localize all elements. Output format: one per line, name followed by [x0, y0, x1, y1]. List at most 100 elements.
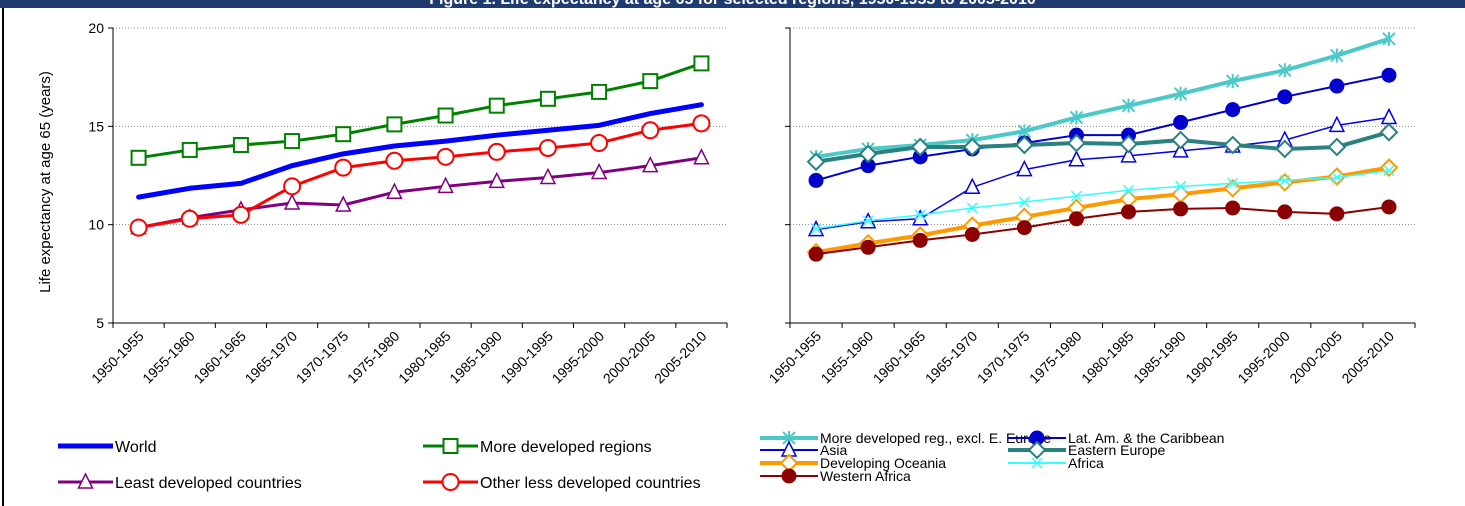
legend-label: Developing Oceania	[820, 455, 946, 471]
series-least-developed-countries	[130, 148, 710, 235]
data-point	[914, 209, 926, 221]
data-point	[437, 176, 454, 194]
x-tick-label: 1985-1990	[1130, 328, 1189, 387]
data-point	[1016, 159, 1033, 177]
legend-label: Least developed countries	[115, 475, 302, 492]
data-point	[591, 83, 608, 100]
data-point	[1382, 31, 1396, 46]
grid-lines	[790, 27, 1415, 226]
data-point	[1175, 180, 1187, 192]
data-point	[590, 162, 608, 180]
data-point	[283, 193, 301, 210]
data-point	[964, 177, 981, 195]
data-point	[1120, 146, 1137, 163]
data-point	[334, 158, 353, 177]
data-point	[962, 137, 982, 157]
data-point	[1226, 74, 1240, 89]
x-tick-label: 2005-2010	[651, 328, 710, 387]
series-africa	[810, 165, 1395, 235]
data-point	[1171, 130, 1191, 150]
y-tick-label: 20	[88, 20, 104, 36]
x-tick-label: 2000-2005	[600, 328, 659, 387]
x-tick-label: 1985-1990	[446, 328, 505, 387]
series-line	[815, 205, 1390, 256]
legend: World More developed regions Least develop…	[58, 438, 701, 492]
legend-swatch-marker	[1031, 457, 1043, 469]
data-point	[910, 137, 930, 157]
data-point	[808, 172, 824, 188]
x-tick-label: 1950-1955	[88, 328, 147, 387]
data-point	[232, 137, 249, 154]
data-point	[1119, 134, 1138, 154]
figure-title: Figure 1. Life expectancy at age 65 for …	[0, 0, 1465, 8]
legend-label: Lat. Am. & the Caribbean	[1068, 430, 1224, 446]
series-group	[806, 31, 1399, 262]
data-point	[1068, 150, 1085, 167]
series-other-less-developed-countries	[129, 114, 711, 237]
legend-item-africa: Africa	[1008, 455, 1104, 471]
chart-right: 1950-19551955-19601960-19651965-19701970…	[760, 27, 1416, 484]
data-point	[538, 138, 557, 157]
x-tick-labels: 1950-19551955-19601960-19651965-19701970…	[766, 328, 1398, 387]
data-point	[1172, 141, 1189, 158]
legend-label: More developed regions	[480, 439, 652, 456]
data-point	[808, 246, 824, 262]
axes	[785, 27, 1416, 328]
series-eastern-europe	[806, 122, 1399, 172]
legend-label: Africa	[1068, 455, 1104, 471]
axes	[108, 27, 728, 328]
data-point	[1121, 204, 1137, 220]
data-point	[1381, 67, 1397, 83]
x-tick-label: 1960-1965	[190, 328, 249, 387]
data-point	[912, 232, 928, 248]
data-point	[283, 177, 302, 196]
x-tick-label: 1955-1960	[139, 328, 198, 387]
x-tick-label: 1955-1960	[818, 328, 877, 387]
data-point	[130, 149, 147, 166]
data-point	[1123, 184, 1135, 196]
data-point	[1171, 184, 1191, 204]
y-tick-labels: 5 10 15 20	[88, 20, 104, 331]
data-point	[860, 239, 876, 255]
series-lat-am-the-caribbean	[808, 67, 1397, 188]
frame-border	[2, 8, 4, 506]
data-point	[692, 114, 711, 133]
data-point	[1329, 78, 1345, 94]
series-group	[129, 55, 711, 237]
data-point	[1379, 122, 1399, 142]
legend-swatch-marker	[442, 438, 459, 454]
series-more-developed-regions	[130, 55, 710, 166]
data-point	[810, 223, 822, 235]
figure-title-banner: Figure 1. Life expectancy at age 65 for …	[0, 0, 1465, 8]
data-point	[488, 171, 505, 189]
data-point	[1014, 135, 1034, 155]
data-point	[1018, 196, 1030, 208]
legend-label: More developed reg., excl. E. Europe	[820, 430, 1051, 446]
series-line	[814, 165, 1391, 255]
series-line	[136, 102, 704, 200]
data-point	[1383, 165, 1395, 177]
data-point	[1379, 158, 1399, 178]
data-point	[1016, 220, 1032, 236]
x-tick-label: 1975-1980	[344, 328, 403, 387]
data-point	[231, 205, 250, 224]
series-line	[815, 116, 1390, 231]
data-point	[1223, 135, 1243, 155]
series-western-africa	[808, 199, 1397, 262]
x-tick-label: 1995-2000	[1234, 328, 1293, 387]
data-point	[1069, 110, 1084, 125]
data-point	[1225, 102, 1241, 118]
data-point	[1277, 89, 1293, 105]
data-point	[806, 152, 826, 172]
legend-item-lat-am-the-caribbean: Lat. Am. & the Caribbean	[1008, 430, 1224, 446]
data-point	[284, 133, 301, 150]
data-point	[1277, 204, 1293, 220]
data-point	[1328, 115, 1346, 133]
data-point	[437, 107, 454, 124]
legend-item-world: World	[58, 439, 157, 456]
x-tick-label: 1970-1975	[293, 328, 352, 387]
legend-label: Eastern Europe	[1068, 442, 1165, 458]
chart-left: Life expectancy at age 65 (years) 5 10 15 2…	[37, 20, 728, 492]
data-point	[641, 121, 660, 140]
series-line	[815, 74, 1390, 182]
